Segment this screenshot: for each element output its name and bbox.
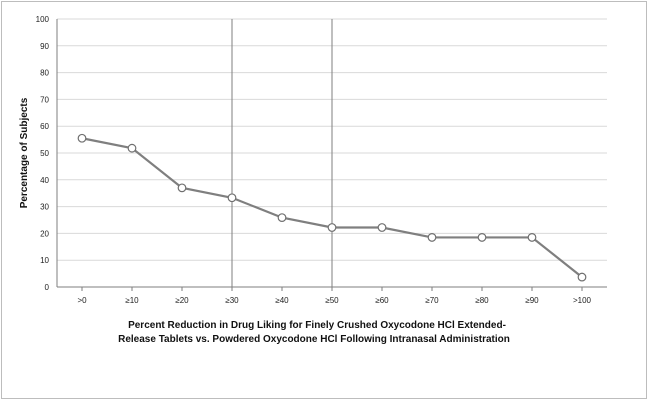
x-tick-label: >0 xyxy=(77,296,87,305)
y-tick-label: 60 xyxy=(40,122,49,131)
reference-lines xyxy=(231,19,333,287)
data-point xyxy=(127,143,137,153)
data-point xyxy=(477,233,487,242)
x-tick-label: ≥20 xyxy=(175,296,189,305)
data-point xyxy=(377,223,387,232)
data-point xyxy=(427,233,437,242)
data-point xyxy=(77,133,87,143)
x-tick-label: ≥50 xyxy=(325,296,339,305)
data-point xyxy=(277,213,287,222)
x-tick-label: ≥60 xyxy=(375,296,389,305)
data-point xyxy=(227,193,237,203)
y-tick-label: 20 xyxy=(40,229,49,238)
x-tick-label: ≥90 xyxy=(525,296,539,305)
x-axis-title-line-2: Release Tablets vs. Powdered Oxycodone H… xyxy=(118,334,510,345)
x-axis-title-line-1: Percent Reduction in Drug Liking for Fin… xyxy=(128,320,506,331)
y-tick-label: 70 xyxy=(40,95,49,104)
data-point xyxy=(577,272,587,282)
y-tick-labels: 0 10 20 30 40 50 60 70 80 90 100 xyxy=(36,15,50,292)
x-tick-label: ≥10 xyxy=(125,296,139,305)
y-axis-title: Percentage of Subjects xyxy=(19,97,30,208)
x-tick-label: ≥80 xyxy=(475,296,489,305)
y-tick-label: 90 xyxy=(40,42,49,51)
y-tick-label: 50 xyxy=(40,149,49,158)
y-tick-label: 40 xyxy=(40,176,49,185)
y-tick-label: 10 xyxy=(40,256,49,265)
x-tick-label: ≥40 xyxy=(275,296,289,305)
data-point xyxy=(177,183,187,193)
y-tick-label: 100 xyxy=(36,15,50,24)
data-point xyxy=(527,233,537,242)
x-tick-labels: >0 ≥10 ≥20 ≥30 ≥40 ≥50 ≥60 ≥70 ≥80 ≥90 >100 xyxy=(77,287,592,305)
data-series xyxy=(77,133,587,282)
y-tick-label: 30 xyxy=(40,203,49,212)
y-tick-label: 0 xyxy=(45,283,50,292)
x-tick-label: ≥70 xyxy=(425,296,439,305)
x-tick-label: ≥30 xyxy=(225,296,239,305)
x-tick-label: >100 xyxy=(573,296,592,305)
y-tick-label: 80 xyxy=(40,69,49,78)
data-point xyxy=(327,223,337,232)
